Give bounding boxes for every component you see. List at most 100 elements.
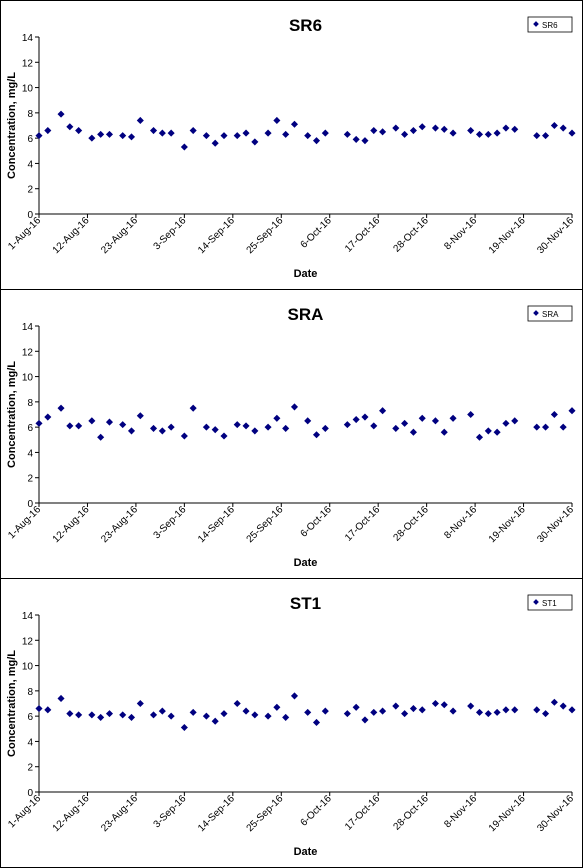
legend-box: [527, 594, 573, 611]
data-point: [511, 417, 519, 425]
x-tick-label: 28-Oct-16: [392, 504, 432, 544]
data-point: [533, 706, 541, 714]
data-point: [409, 705, 417, 713]
data-point: [304, 417, 312, 425]
data-point: [264, 712, 272, 720]
x-tick-label: 3-Sep-16: [152, 215, 189, 252]
x-tick-label: 17-Oct-16: [343, 215, 383, 255]
x-tick-label: 28-Oct-16: [392, 793, 432, 833]
y-axis-label: Concentration, mg/L: [6, 72, 18, 179]
data-point: [273, 116, 281, 124]
data-point: [88, 134, 96, 142]
data-point: [401, 419, 409, 427]
x-tick-label: 30-Nov-16: [535, 504, 576, 545]
y-tick-label: 12: [22, 347, 34, 358]
chart-title: SR6: [289, 16, 322, 35]
data-point: [127, 427, 136, 435]
data-point: [211, 717, 219, 725]
data-point: [149, 711, 158, 719]
x-tick-label: 14-Sep-16: [196, 793, 237, 834]
data-point: [251, 711, 259, 719]
data-point: [202, 712, 210, 720]
data-point: [361, 413, 369, 421]
data-point: [542, 132, 550, 140]
legend-box: [527, 16, 573, 33]
data-point: [180, 723, 188, 732]
data-point: [343, 421, 351, 429]
x-tick-label: 1-Aug-16: [6, 793, 43, 830]
y-tick-label: 10: [22, 373, 34, 384]
data-point: [352, 135, 360, 143]
legend-marker: [533, 310, 539, 316]
data-point: [431, 417, 439, 425]
y-tick-label: 6: [27, 423, 33, 434]
legend-marker: [533, 21, 539, 27]
data-point: [158, 707, 166, 715]
data-point: [568, 129, 576, 137]
data-point: [493, 428, 501, 436]
legend-box: [527, 305, 573, 322]
legend-label: ST1: [542, 599, 557, 608]
data-point: [484, 710, 492, 718]
y-tick-label: 14: [22, 322, 34, 333]
x-tick-label: 1-Aug-16: [6, 215, 43, 252]
data-point: [484, 427, 492, 435]
data-point: [105, 418, 114, 426]
data-point: [449, 414, 457, 422]
y-tick-label: 0: [27, 788, 33, 799]
data-point: [149, 127, 158, 135]
data-point: [97, 713, 105, 721]
y-tick-label: 8: [27, 398, 33, 409]
data-point: [559, 124, 567, 132]
x-tick-label: 12-Aug-16: [51, 504, 92, 545]
y-tick-label: 8: [27, 687, 33, 698]
data-point: [542, 423, 550, 431]
data-point: [409, 127, 417, 135]
data-point: [251, 138, 259, 146]
data-point: [233, 132, 241, 140]
data-point: [343, 130, 351, 138]
data-point: [511, 125, 519, 133]
data-point: [467, 702, 475, 710]
data-point: [418, 706, 426, 714]
x-axis-label: Date: [294, 557, 318, 569]
data-point: [440, 428, 448, 436]
data-point: [379, 128, 387, 136]
data-point: [290, 403, 299, 411]
y-tick-label: 8: [27, 109, 33, 120]
data-point: [467, 127, 475, 135]
chart-title: ST1: [290, 594, 321, 613]
data-point: [361, 137, 369, 145]
x-tick-label: 19-Nov-16: [487, 215, 528, 256]
data-point: [119, 711, 127, 719]
data-point: [290, 120, 299, 128]
data-point: [189, 127, 197, 135]
data-point: [242, 707, 250, 715]
x-tick-label: 25-Sep-16: [245, 504, 286, 545]
data-point: [493, 708, 501, 716]
y-tick-label: 2: [27, 763, 33, 774]
data-point: [312, 137, 321, 145]
data-point: [88, 711, 96, 719]
x-tick-label: 8-Nov-16: [442, 215, 479, 252]
chart-svg: ST1 0 2 4 6 8 10 12 14 1-Aug-16 12-Aug-16 23-Aug-16…: [6, 594, 576, 858]
x-tick-label: 12-Aug-16: [51, 215, 92, 256]
data-point: [304, 708, 312, 716]
data-point: [370, 708, 378, 716]
chart-svg: SR6 0 2 4 6 8 10 12 14 1-Aug-16 12-Aug-16 23-Aug-16…: [6, 16, 576, 280]
data-point: [119, 421, 127, 429]
x-tick-label: 6-Oct-16: [299, 504, 335, 540]
y-tick-label: 0: [27, 210, 33, 221]
chart-panel-st1: ST1 0 2 4 6 8 10 12 14 1-Aug-16 12-Aug-16 23-Aug-16…: [0, 578, 583, 868]
data-point: [493, 129, 501, 137]
data-point: [361, 716, 369, 724]
data-point: [273, 703, 281, 711]
data-point: [167, 423, 175, 431]
data-point: [149, 424, 158, 432]
data-point: [502, 124, 510, 132]
legend-label: SRA: [542, 310, 559, 319]
data-point: [44, 706, 52, 714]
data-point: [502, 706, 510, 714]
data-point: [392, 702, 400, 710]
data-point: [559, 702, 567, 710]
